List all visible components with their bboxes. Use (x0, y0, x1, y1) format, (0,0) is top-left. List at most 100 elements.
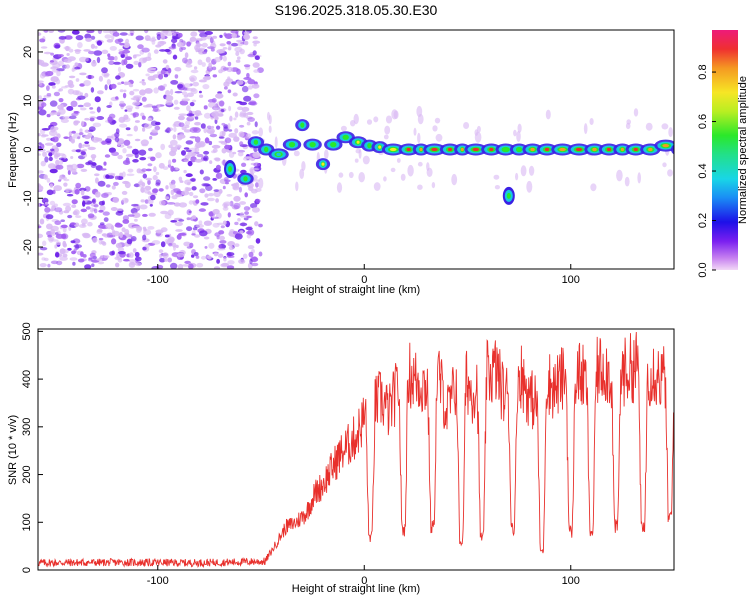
noise-speckle (84, 117, 90, 121)
noise-speckle (66, 193, 74, 197)
noise-speckle (139, 157, 147, 161)
noise-speckle (127, 214, 135, 217)
noise-speckle (217, 253, 224, 258)
noise-speckle (185, 140, 194, 145)
noise-speckle (248, 186, 254, 192)
noise-speckle (188, 200, 194, 205)
noise-speckle (135, 35, 144, 41)
noise-speckle (155, 44, 162, 48)
noise-speckle (178, 219, 185, 222)
noise-speckle (71, 199, 78, 205)
noise-speckle (49, 100, 58, 107)
noise-speckle (148, 147, 153, 152)
noise-speckle (241, 162, 247, 167)
noise-speckle (170, 165, 175, 172)
noise-speckle (111, 120, 117, 124)
noise-speckle (224, 137, 232, 144)
noise-speckle (274, 136, 278, 149)
noise-speckle (184, 52, 189, 59)
noise-speckle (226, 252, 235, 257)
noise-speckle (44, 207, 51, 213)
noise-speckle (132, 88, 140, 92)
ridge-segment (625, 143, 646, 156)
noise-speckle (65, 64, 70, 69)
noise-speckle (251, 207, 260, 213)
noise-speckle (227, 123, 231, 130)
noise-speckle (209, 133, 218, 138)
noise-speckle (247, 79, 256, 85)
ridge-segment (423, 143, 446, 156)
noise-speckle (75, 215, 82, 219)
colorbar-label: Normalized spectral amplitude (737, 76, 749, 224)
noise-speckle (100, 255, 104, 259)
noise-speckle (231, 81, 237, 85)
noise-speckle (38, 233, 44, 239)
snr-x-label: Height of straight line (km) (292, 583, 420, 595)
noise-speckle (196, 262, 204, 268)
noise-speckle (132, 159, 139, 163)
noise-speckle (81, 232, 90, 237)
noise-speckle (181, 91, 188, 96)
noise-speckle (84, 141, 90, 145)
noise-speckle (204, 31, 213, 35)
noise-speckle (101, 140, 107, 145)
noise-speckle (255, 182, 259, 188)
noise-speckle (114, 223, 123, 228)
noise-speckle (134, 218, 138, 222)
noise-speckle (118, 116, 126, 123)
noise-speckle (147, 199, 154, 205)
noise-speckle (124, 109, 128, 112)
noise-speckle (200, 36, 207, 41)
noise-speckle (58, 98, 64, 103)
noise-speckle (39, 218, 45, 225)
noise-speckle (227, 61, 232, 67)
noise-speckle (167, 209, 174, 216)
noise-speckle (70, 156, 74, 159)
noise-speckle (78, 132, 84, 136)
noise-speckle (109, 46, 118, 51)
noise-speckle (86, 30, 95, 34)
noise-speckle (41, 102, 47, 107)
x-tick-label: 100 (562, 274, 580, 286)
noise-speckle (247, 85, 253, 90)
noise-speckle (228, 129, 233, 132)
noise-speckle (105, 138, 112, 144)
noise-speckle (62, 202, 71, 207)
noise-speckle (172, 54, 178, 60)
noise-speckle (79, 56, 87, 63)
noise-speckle (195, 199, 200, 204)
noise-speckle (178, 202, 188, 208)
noise-speckle (246, 111, 254, 116)
noise-speckle (205, 56, 211, 63)
noise-speckle (407, 164, 414, 177)
noise-speckle (252, 168, 260, 171)
noise-speckle (168, 46, 177, 50)
noise-speckle (295, 181, 299, 192)
noise-speckle (85, 57, 89, 62)
noise-speckle (234, 111, 239, 118)
noise-speckle (103, 255, 110, 259)
noise-speckle (144, 123, 153, 129)
noise-speckle (43, 51, 52, 55)
noise-speckle (123, 42, 130, 48)
noise-speckle (46, 93, 52, 97)
y-tick-label: 20 (22, 46, 34, 58)
noise-speckle (50, 260, 59, 265)
spectrogram-x-label: Height of straight line (km) (292, 284, 420, 296)
noise-speckle (139, 204, 148, 210)
noise-speckle (38, 185, 44, 192)
noise-speckle (75, 182, 82, 189)
noise-speckle (137, 44, 144, 50)
noise-speckle (163, 73, 168, 78)
noise-speckle (199, 230, 208, 237)
noise-speckle (110, 207, 118, 211)
noise-speckle (71, 250, 76, 255)
noise-speckle (63, 136, 69, 139)
noise-speckle (213, 189, 220, 192)
noise-speckle (100, 240, 106, 245)
noise-speckle (99, 205, 106, 212)
noise-speckle (66, 53, 70, 56)
noise-speckle (84, 264, 92, 269)
noise-speckle (109, 251, 115, 256)
